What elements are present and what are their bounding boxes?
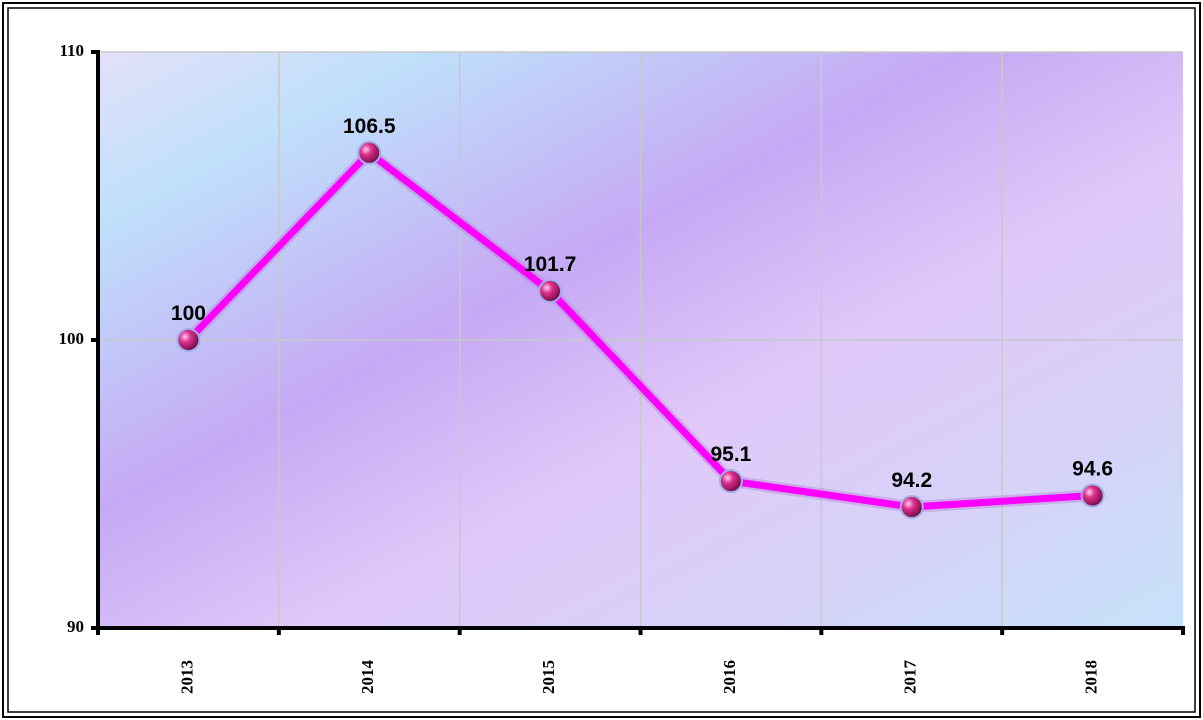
x-tick-label: 2017 <box>901 660 920 695</box>
marker <box>899 495 924 520</box>
line <box>185 149 1093 511</box>
data-label: 95.1 <box>710 443 751 466</box>
y-tick-label: 110 <box>59 41 84 60</box>
marker <box>1080 483 1105 508</box>
marker <box>718 469 743 494</box>
marker <box>176 328 201 352</box>
y-tick-label: 100 <box>59 329 85 348</box>
x-tick-label: 2015 <box>539 660 558 694</box>
x-tick-label: 2013 <box>177 660 196 694</box>
data-label: 100 <box>171 302 206 325</box>
marker <box>357 140 382 165</box>
marker <box>538 279 563 304</box>
data-label: 101.7 <box>524 253 577 276</box>
x-tick-label: 2016 <box>720 660 739 694</box>
data-label: 94.6 <box>1072 458 1113 481</box>
x-tick-label: 2014 <box>358 660 377 695</box>
inner-frame <box>7 7 1196 713</box>
data-label: 106.5 <box>343 115 396 138</box>
data-label: 94.2 <box>891 469 932 492</box>
y-tick-label: 90 <box>67 617 84 636</box>
x-tick-label: 2018 <box>1081 660 1100 694</box>
